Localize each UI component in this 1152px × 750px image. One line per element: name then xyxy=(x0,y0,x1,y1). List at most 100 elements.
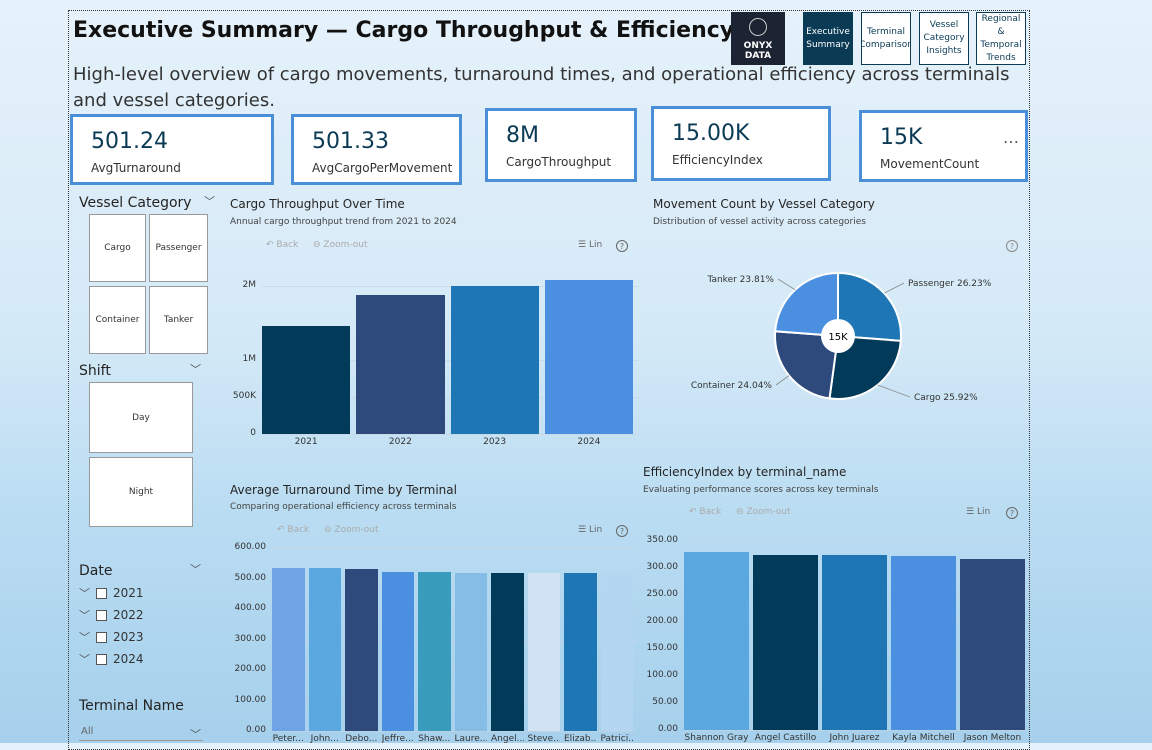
date-item-2021[interactable]: ﹀ 2021 xyxy=(79,586,144,600)
chevron-down-icon: ﹀ xyxy=(190,728,201,741)
help-icon[interactable]: ? xyxy=(616,240,628,252)
bar-shaw[interactable] xyxy=(418,572,451,731)
y-tick-label: 100.00 xyxy=(646,670,679,680)
efficiency-chart-subtitle: Evaluating performance scores across key… xyxy=(643,485,879,495)
x-tick-label: John... xyxy=(310,734,339,744)
x-tick-label: John Juarez xyxy=(829,733,880,743)
bar-john[interactable] xyxy=(308,567,341,731)
bar-steve[interactable] xyxy=(527,573,560,731)
bar-angelcastillo[interactable] xyxy=(753,554,818,730)
chevron-down-icon[interactable]: ﹀ xyxy=(190,363,201,376)
pie-slice[interactable] xyxy=(774,271,839,338)
kpi-avg-turnaround: 501.24 AvgTurnaround xyxy=(70,114,274,185)
bar-2024[interactable] xyxy=(544,279,633,434)
expand-icon[interactable]: ﹀ xyxy=(79,631,90,644)
checkbox[interactable] xyxy=(96,631,107,643)
gridline xyxy=(684,730,1029,731)
checkbox[interactable] xyxy=(96,587,107,599)
kpi-label: MovementCount xyxy=(880,157,980,171)
bar-elizab[interactable] xyxy=(564,573,597,731)
turnaround-chart-subtitle: Comparing operational efficiency across … xyxy=(230,502,457,512)
lin-scale-button[interactable]: ☰ Lin xyxy=(578,525,603,535)
chevron-down-icon[interactable]: ﹀ xyxy=(204,195,215,208)
bar-jasonmelton[interactable] xyxy=(960,558,1025,730)
y-tick-label: 300.00 xyxy=(234,633,267,644)
bar-jeffre[interactable] xyxy=(381,571,414,731)
kpi-value: 15.00K xyxy=(672,121,750,146)
bar-laure[interactable] xyxy=(454,572,487,731)
page-title: Executive Summary — Cargo Throughput & E… xyxy=(73,18,735,43)
bar-johnjuarez[interactable] xyxy=(822,555,887,730)
y-tick-label: 600.00 xyxy=(234,542,267,552)
y-tick-label: 1M xyxy=(242,354,257,365)
pie-label: Cargo 25.92% xyxy=(914,393,978,403)
x-tick-label: Debo... xyxy=(345,734,378,744)
x-tick-label: Laure... xyxy=(454,734,488,744)
shift-tile-day[interactable]: Day xyxy=(89,382,193,453)
y-tick-label: 300.00 xyxy=(646,562,679,572)
page-subtitle: High-level overview of cargo movements, … xyxy=(73,64,1010,111)
bar-kaylamitchell[interactable] xyxy=(891,555,956,730)
y-tick-label: 100.00 xyxy=(234,694,267,705)
more-options-icon[interactable]: … xyxy=(1003,128,1020,147)
bar-debo[interactable] xyxy=(345,569,378,731)
y-tick-label: 0 xyxy=(250,428,256,438)
expand-icon[interactable]: ﹀ xyxy=(79,587,90,600)
pie-slice[interactable] xyxy=(774,330,840,400)
date-item-2022[interactable]: ﹀ 2022 xyxy=(79,608,144,622)
help-icon[interactable]: ? xyxy=(1006,507,1018,519)
chevron-down-icon[interactable]: ﹀ xyxy=(190,563,201,576)
pie-slice[interactable] xyxy=(828,334,902,400)
vessel-tile-passenger[interactable]: Passenger xyxy=(149,214,208,282)
vessel-tile-tanker[interactable]: Tanker xyxy=(149,286,208,354)
x-tick-label: Jason Melton xyxy=(963,733,1022,743)
bar-peter[interactable] xyxy=(272,567,305,731)
shift-tile-night[interactable]: Night xyxy=(89,457,193,527)
pie-label: Container 24.04% xyxy=(691,381,773,391)
back-button[interactable]: ↶ Back xyxy=(689,507,722,517)
back-button[interactable]: ↶ Back xyxy=(266,240,299,250)
logo-globe-icon xyxy=(749,18,767,36)
terminal-name-slicer-title: Terminal Name xyxy=(79,698,184,714)
checkbox[interactable] xyxy=(96,653,107,665)
back-button[interactable]: ↶ Back xyxy=(277,525,310,535)
bar-2023[interactable] xyxy=(450,286,539,434)
help-icon[interactable]: ? xyxy=(616,525,628,537)
x-tick-label: Shannon Gray xyxy=(684,733,749,743)
checkbox[interactable] xyxy=(96,609,107,621)
lin-scale-button[interactable]: ☰ Lin xyxy=(966,507,991,517)
bar-2022[interactable] xyxy=(356,294,445,434)
date-item-2023[interactable]: ﹀ 2023 xyxy=(79,630,144,644)
date-slicer-title: Date xyxy=(79,563,113,579)
turnaround-chart-title: Average Turnaround Time by Terminal xyxy=(230,483,457,497)
nav-terminal-comparison[interactable]: Terminal Comparison xyxy=(861,12,911,65)
x-tick-label: Angel... xyxy=(491,734,524,744)
leader-line xyxy=(777,278,796,291)
zoom-out-button[interactable]: ⊖ Zoom-out xyxy=(324,525,379,535)
leader-line xyxy=(877,384,911,398)
zoom-out-button[interactable]: ⊖ Zoom-out xyxy=(313,240,368,250)
pie-label: Passenger 26.23% xyxy=(908,279,992,289)
kpi-label: EfficiencyIndex xyxy=(672,153,763,167)
y-tick-label: 50.00 xyxy=(652,697,678,707)
bar-angel[interactable] xyxy=(491,573,524,731)
lin-scale-button[interactable]: ☰ Lin xyxy=(578,240,603,250)
date-item-2024[interactable]: ﹀ 2024 xyxy=(79,652,144,666)
nav-vessel-category-insights[interactable]: Vessel Category Insights xyxy=(919,12,969,65)
nav-regional-temporal-trends[interactable]: Regional & Temporal Trends xyxy=(976,12,1026,65)
terminal-name-dropdown[interactable]: All ﹀ xyxy=(79,721,203,741)
x-tick-label: Jeffre... xyxy=(381,734,414,744)
vessel-tile-cargo[interactable]: Cargo xyxy=(89,214,146,282)
help-icon[interactable]: ? xyxy=(1006,240,1018,252)
vessel-category-slicer-title: Vessel Category xyxy=(79,195,192,211)
bar-patrici[interactable] xyxy=(600,573,633,731)
expand-icon[interactable]: ﹀ xyxy=(79,653,90,666)
bar-2021[interactable] xyxy=(262,325,351,434)
x-tick-label: 2021 xyxy=(294,437,318,447)
kpi-value: 15K xyxy=(880,125,923,150)
vessel-tile-container[interactable]: Container xyxy=(89,286,146,354)
expand-icon[interactable]: ﹀ xyxy=(79,609,90,622)
nav-executive-summary[interactable]: Executive Summary xyxy=(803,12,853,65)
zoom-out-button[interactable]: ⊖ Zoom-out xyxy=(736,507,791,517)
bar-shannongray[interactable] xyxy=(684,552,749,730)
